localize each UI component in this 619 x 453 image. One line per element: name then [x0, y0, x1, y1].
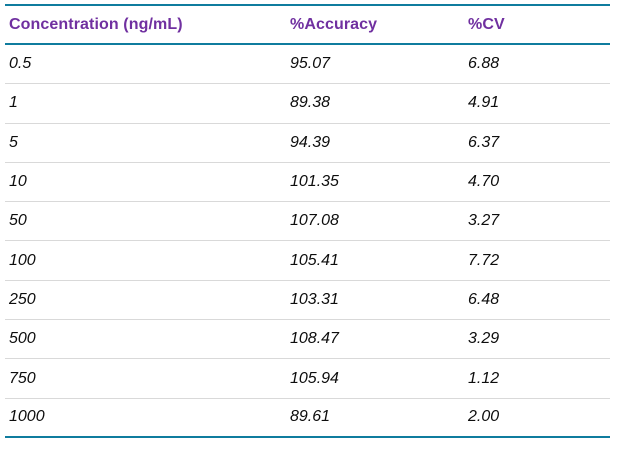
table-row: 5 94.39 6.37	[5, 124, 610, 163]
cell-concentration: 0.5	[9, 55, 32, 73]
cell-accuracy: 89.61	[290, 408, 331, 426]
table-row: 750 105.94 1.12	[5, 359, 610, 399]
cell-accuracy: 95.07	[290, 55, 331, 73]
cell-concentration: 100	[9, 251, 36, 269]
cell-cv: 1.12	[468, 369, 500, 387]
cell-concentration: 250	[9, 290, 36, 308]
cell-accuracy: 101.35	[290, 173, 339, 191]
cell-cv: 6.37	[468, 133, 500, 151]
cell-cv: 6.48	[468, 290, 500, 308]
cell-cv: 2.00	[468, 408, 500, 426]
table-row: 1000 89.61 2.00	[5, 399, 610, 438]
column-header-concentration: Concentration (ng/mL)	[9, 15, 183, 33]
column-header-accuracy: %Accuracy	[290, 15, 378, 33]
cell-cv: 7.72	[468, 251, 500, 269]
cell-accuracy: 105.94	[290, 369, 339, 387]
cell-cv: 6.88	[468, 55, 500, 73]
cell-accuracy: 107.08	[290, 212, 339, 230]
cell-concentration: 10	[9, 173, 27, 191]
table-row: 500 108.47 3.29	[5, 320, 610, 360]
table-row: 50 107.08 3.27	[5, 202, 610, 242]
cell-concentration: 5	[9, 133, 18, 151]
cell-accuracy: 94.39	[290, 133, 331, 151]
table-row: 250 103.31 6.48	[5, 281, 610, 321]
cell-accuracy: 108.47	[290, 330, 339, 348]
table-row: 1 89.38 4.91	[5, 84, 610, 124]
cell-concentration: 750	[9, 369, 36, 387]
table-row: 0.5 95.07 6.88	[5, 45, 610, 85]
accuracy-cv-table: Concentration (ng/mL) %Accuracy %CV 0.5 …	[5, 4, 610, 438]
cell-accuracy: 105.41	[290, 251, 339, 269]
cell-cv: 3.29	[468, 330, 500, 348]
cell-concentration: 1000	[9, 408, 45, 426]
cell-accuracy: 103.31	[290, 290, 339, 308]
column-header-cv: %CV	[468, 15, 505, 33]
cell-cv: 4.70	[468, 173, 500, 191]
table-row: 100 105.41 7.72	[5, 241, 610, 281]
cell-concentration: 1	[9, 94, 18, 112]
table-row: 10 101.35 4.70	[5, 163, 610, 203]
cell-cv: 4.91	[468, 94, 500, 112]
table-header-row: Concentration (ng/mL) %Accuracy %CV	[5, 4, 610, 45]
cell-concentration: 500	[9, 330, 36, 348]
cell-concentration: 50	[9, 212, 27, 230]
cell-cv: 3.27	[468, 212, 500, 230]
cell-accuracy: 89.38	[290, 94, 331, 112]
